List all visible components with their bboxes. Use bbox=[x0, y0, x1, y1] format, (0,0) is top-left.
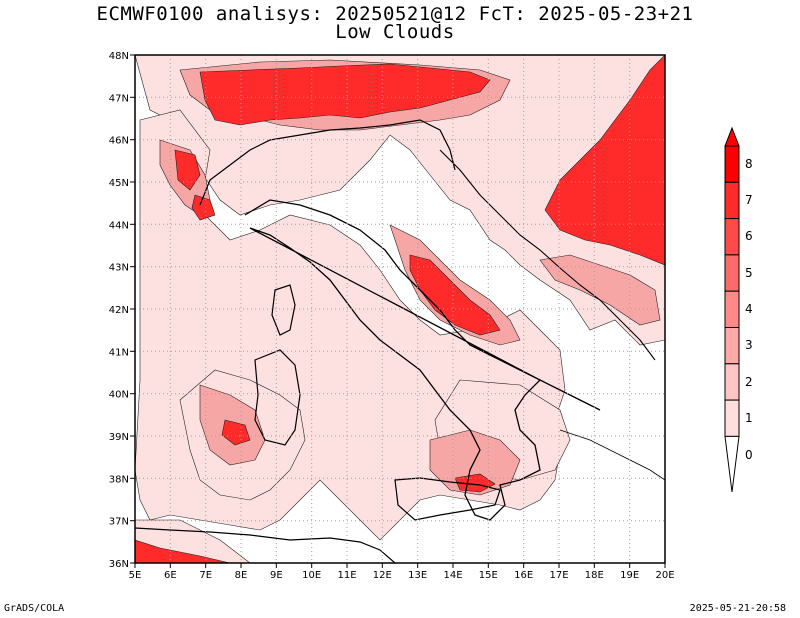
lon-label: 6E bbox=[164, 570, 177, 581]
italy-coastline bbox=[244, 199, 601, 521]
colorbar-segment bbox=[724, 218, 740, 256]
lat-label: 42N bbox=[109, 305, 129, 316]
colorbar-segment bbox=[724, 327, 740, 365]
lat-label: 47N bbox=[109, 93, 129, 104]
lon-label: 20E bbox=[655, 570, 674, 581]
colorbar-segment bbox=[724, 181, 740, 220]
colorbar-top-arrow bbox=[724, 126, 740, 147]
lon-label: 8E bbox=[235, 570, 248, 581]
colorbar-label: 7 bbox=[745, 193, 753, 207]
lat-label: 48N bbox=[109, 51, 129, 62]
sea-outline-east bbox=[559, 429, 665, 481]
map-subtitle: Low Clouds bbox=[335, 21, 455, 43]
colorbar-label: 4 bbox=[745, 302, 753, 316]
lon-label: 7E bbox=[199, 570, 212, 581]
colorbar-label: 6 bbox=[745, 229, 753, 243]
colorbar-label: 5 bbox=[745, 266, 753, 280]
lat-label: 40N bbox=[109, 390, 129, 401]
cloud-area-high bbox=[409, 254, 501, 336]
colorbar: 8 7 6 5 4 3 2 1 0 bbox=[724, 126, 753, 493]
lon-label: 19E bbox=[620, 570, 639, 581]
axis-ticks bbox=[130, 54, 666, 568]
lon-label: 17E bbox=[549, 570, 568, 581]
lon-label: 11E bbox=[337, 570, 356, 581]
lat-label: 37N bbox=[109, 517, 129, 528]
corsica-outline bbox=[271, 284, 296, 336]
lon-label: 5E bbox=[129, 570, 142, 581]
lon-label: 12E bbox=[373, 570, 392, 581]
lat-label: 36N bbox=[109, 559, 129, 570]
cloud-area-high bbox=[454, 473, 496, 493]
cloud-area-high bbox=[221, 419, 251, 446]
lon-label: 9E bbox=[270, 570, 283, 581]
cloud-cover-layer bbox=[135, 55, 665, 563]
lon-label: 18E bbox=[585, 570, 604, 581]
lat-label: 39N bbox=[109, 432, 129, 443]
colorbar-label: 8 bbox=[745, 157, 753, 171]
colorbar-label: 1 bbox=[745, 411, 753, 425]
colorbar-segment bbox=[724, 399, 740, 437]
lon-label: 15E bbox=[479, 570, 498, 581]
colorbar-labels: 8 7 6 5 4 3 2 1 0 bbox=[745, 157, 753, 462]
lon-label: 16E bbox=[514, 570, 533, 581]
colorbar-segment bbox=[724, 290, 740, 329]
grid-lines bbox=[135, 55, 665, 563]
lon-label: 14E bbox=[443, 570, 462, 581]
cloud-area-high bbox=[544, 55, 665, 266]
lat-label: 41N bbox=[109, 347, 129, 358]
colorbar-label: 0 bbox=[745, 448, 753, 462]
lat-label: 38N bbox=[109, 474, 129, 485]
sardinia-outline bbox=[254, 349, 301, 446]
colorbar-label: 3 bbox=[745, 338, 753, 352]
lon-labels: 5E 6E 7E 8E 9E 10E 11E 12E 13E 14E 15E 1… bbox=[129, 570, 675, 581]
cloud-area-low bbox=[135, 55, 665, 346]
sicily-outline bbox=[394, 477, 501, 521]
lon-label: 10E bbox=[302, 570, 321, 581]
map-title: ECMWF0100 analisys: 20250521@12 FcT: 202… bbox=[96, 3, 694, 25]
colorbar-segment bbox=[724, 363, 740, 401]
lat-label: 46N bbox=[109, 136, 129, 147]
north-africa-coastline bbox=[135, 527, 396, 563]
lon-label: 13E bbox=[408, 570, 427, 581]
footer-credit: GrADS/COLA bbox=[4, 603, 65, 614]
colorbar-bottom-arrow bbox=[724, 435, 740, 493]
lat-label: 43N bbox=[109, 263, 129, 274]
colorbar-label: 2 bbox=[745, 375, 753, 389]
lat-labels: 48N 47N 46N 45N 44N 43N 42N 41N 40N 39N … bbox=[109, 51, 129, 570]
lat-label: 45N bbox=[109, 178, 129, 189]
colorbar-segment bbox=[724, 254, 740, 292]
footer-timestamp: 2025-05-21-20:58 bbox=[689, 603, 786, 614]
alps-border bbox=[199, 119, 456, 206]
lat-label: 44N bbox=[109, 220, 129, 231]
colorbar-segment bbox=[724, 145, 740, 183]
cloud-area-high bbox=[191, 194, 216, 221]
map-panel: 5E 6E 7E 8E 9E 10E 11E 12E 13E 14E 15E 1… bbox=[109, 51, 675, 581]
balkan-coastline bbox=[439, 149, 656, 361]
cloud-area-high bbox=[135, 539, 231, 563]
cloud-area-mid bbox=[429, 429, 521, 496]
